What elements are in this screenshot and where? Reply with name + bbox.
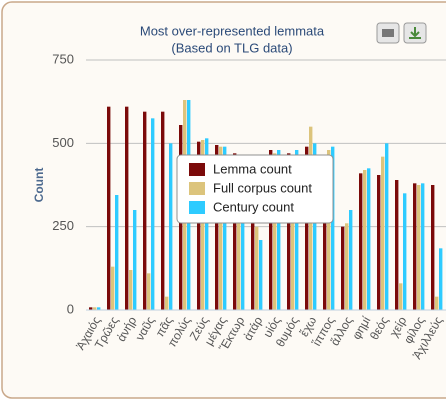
legend-swatch — [189, 163, 205, 176]
bar — [327, 150, 331, 310]
chart-subtitle: (Based on TLG data) — [171, 40, 292, 55]
bar — [395, 180, 399, 310]
chart-title: Most over-represented lemmata — [140, 23, 325, 38]
bar — [115, 195, 119, 310]
bar — [277, 150, 281, 310]
bar — [287, 153, 291, 310]
bar — [93, 307, 97, 310]
bar — [169, 143, 173, 310]
bar — [241, 180, 245, 310]
export-button[interactable] — [403, 22, 427, 44]
bar — [295, 150, 299, 310]
bar — [215, 145, 219, 310]
bar — [417, 185, 421, 310]
bar — [269, 150, 273, 310]
y-tick-label: 0 — [67, 301, 74, 316]
bar — [291, 156, 295, 310]
bar — [359, 173, 363, 310]
print-button[interactable] — [376, 22, 400, 44]
bar — [133, 210, 137, 310]
bar — [237, 156, 241, 310]
bar — [201, 140, 205, 310]
bar — [331, 146, 335, 310]
bar — [323, 156, 327, 310]
legend-box — [176, 154, 334, 224]
legend: Lemma count Full corpus count Century coun… — [176, 154, 334, 224]
bar — [421, 183, 425, 310]
bar — [107, 106, 111, 311]
bar — [251, 210, 255, 310]
bar — [161, 111, 165, 311]
legend-label: Century count — [213, 199, 294, 214]
bar — [147, 273, 151, 310]
y-tick-label: 250 — [52, 218, 74, 233]
y-tick-label: 500 — [52, 135, 74, 150]
bar — [403, 193, 407, 310]
bar — [413, 183, 417, 310]
bar — [205, 138, 209, 310]
bar — [345, 223, 349, 310]
legend-swatch — [189, 182, 205, 195]
y-axis-label: Count — [32, 168, 46, 203]
bar — [377, 175, 381, 310]
legend-label: Lemma count — [213, 161, 292, 176]
bar — [165, 296, 169, 310]
bar — [151, 118, 155, 310]
legend-swatch — [189, 201, 205, 214]
bar — [219, 146, 223, 310]
bar — [255, 226, 259, 310]
bar — [367, 168, 371, 310]
bar — [363, 170, 367, 310]
bar — [129, 270, 133, 310]
bar — [439, 248, 443, 310]
bar — [399, 283, 403, 310]
bar — [97, 307, 101, 310]
bar — [143, 111, 147, 311]
y-tick-label: 750 — [52, 51, 74, 66]
bar — [111, 266, 115, 310]
bar — [125, 106, 129, 311]
bar — [349, 210, 353, 310]
legend-label: Full corpus count — [213, 180, 312, 195]
bar — [223, 146, 227, 310]
bar — [259, 240, 263, 310]
bar — [385, 143, 389, 310]
bar — [273, 153, 277, 310]
bar — [305, 146, 309, 310]
bar — [431, 185, 435, 310]
bar — [197, 141, 201, 310]
bar — [233, 153, 237, 310]
bar — [313, 143, 317, 310]
bar — [381, 156, 385, 310]
bar — [341, 226, 345, 310]
bar — [89, 307, 93, 310]
bar — [435, 296, 439, 310]
